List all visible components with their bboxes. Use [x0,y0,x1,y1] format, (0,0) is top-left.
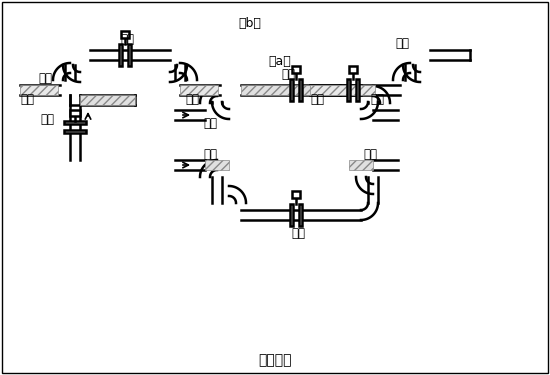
Bar [20,85,58,95]
Bar [180,85,218,95]
Bar [80,95,135,105]
Bar [128,44,131,66]
Text: （a）: （a） [268,55,292,68]
Bar [241,85,361,95]
Bar [349,160,373,170]
Bar [356,79,359,101]
Bar [290,79,293,101]
Text: 正确: 正确 [40,113,54,126]
Text: 液体: 液体 [363,148,377,161]
Text: 错误: 错误 [281,68,295,81]
Bar [299,79,302,101]
Bar [119,44,122,66]
Bar [292,66,300,73]
Text: 气泡: 气泡 [20,93,34,106]
Text: 液体: 液体 [203,117,217,130]
Bar [292,191,300,198]
Text: 正确: 正确 [120,33,134,46]
Bar [64,130,86,133]
Bar [310,85,375,95]
Text: 气泡: 气泡 [370,93,384,106]
Bar [121,31,129,38]
Text: （b）: （b） [239,17,261,30]
Text: 气泡: 气泡 [185,93,199,106]
Bar [349,66,357,73]
Bar [347,79,350,101]
Bar [290,204,293,226]
Bar [205,160,229,170]
Bar [299,204,302,226]
Text: 气泡: 气泡 [310,93,324,106]
Text: 液体: 液体 [203,148,217,161]
Text: 液体: 液体 [38,72,52,85]
Text: 错误: 错误 [395,37,409,50]
Text: 图（四）: 图（四） [258,353,292,367]
Bar [64,121,86,124]
Bar [70,110,80,116]
Text: 正确: 正确 [291,227,305,240]
